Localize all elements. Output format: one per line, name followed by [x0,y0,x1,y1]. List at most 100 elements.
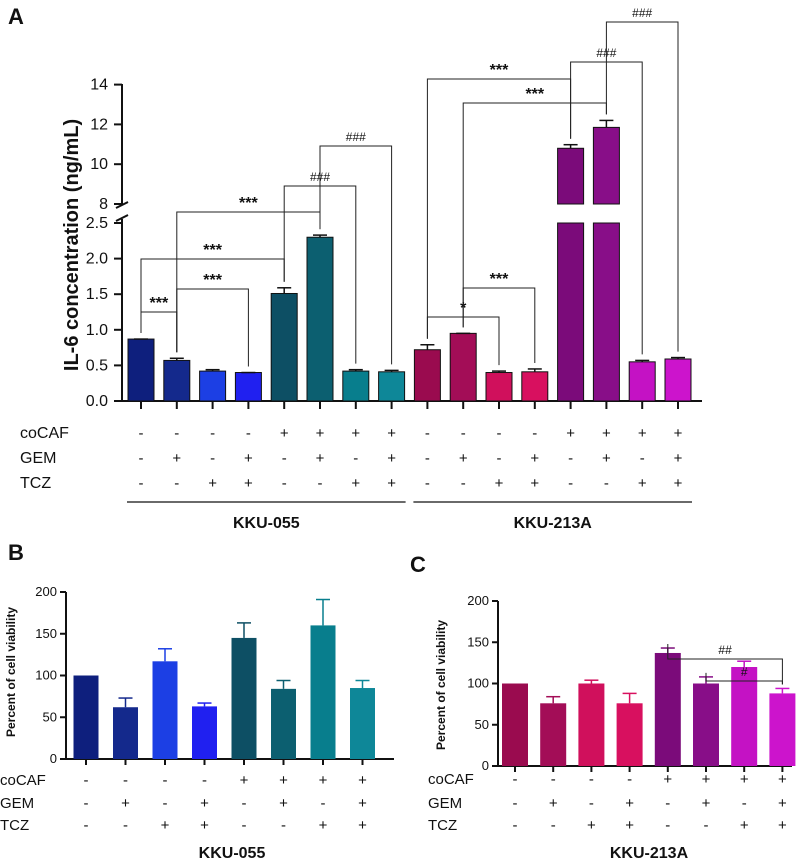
bar [310,625,336,759]
bar [231,637,257,759]
panel-a-letter: A [8,4,24,29]
condition-symbol: + [778,795,787,812]
panel-b-chart: 0 50 100 150 200 coCAF - - - - + + + + GEM - + - + - + - + TCZ -… [0,584,394,834]
condition-symbol: + [279,772,288,789]
condition-symbol: - [281,817,286,834]
condition-label: GEM [428,795,462,812]
condition-symbol: - [318,475,323,492]
significance-label: # [741,665,748,679]
bar [127,338,155,402]
condition-label: coCAF [0,772,46,789]
significance-bracket [605,21,679,352]
bar [378,371,406,402]
condition-label: TCZ [428,817,457,834]
condition-symbol: + [279,795,288,812]
condition-symbol: + [638,425,647,442]
bar [731,667,758,766]
significance-bracket [176,288,249,367]
condition-label: TCZ [0,817,29,834]
y-tick-label: 0.5 [86,357,108,374]
group-label: KKU-055 [233,515,300,532]
condition-symbol: + [602,450,611,467]
condition-label: coCAF [20,425,69,442]
bar [199,370,227,402]
panel-c-chart: 0 50 100 150 200 coCAF - - - - + + + + GEM - + - + - + - + TCZ -… [428,593,796,834]
condition-symbol: + [702,795,711,812]
condition-symbol: + [319,817,328,834]
y-tick-label: 50 [43,709,57,724]
condition-symbol: - [84,817,89,834]
condition-symbol: + [530,475,539,492]
condition-symbol: + [778,771,787,788]
significance-label: *** [239,195,258,212]
condition-symbol: - [640,450,645,467]
y-tick-label: 0 [50,751,57,766]
condition-symbol: - [139,450,144,467]
significance-label: *** [525,86,544,103]
bar [413,349,441,402]
condition-symbol: + [240,772,249,789]
group-label: KKU-213A [514,515,593,532]
condition-symbol: + [200,817,209,834]
bar [664,358,692,402]
condition-symbol: - [604,475,609,492]
condition-symbol: + [587,817,596,834]
condition-symbol: - [513,771,518,788]
bar [271,688,296,759]
condition-symbol: + [625,817,634,834]
significance-label: *** [203,272,222,289]
panel-c-title: KKU-213A [610,845,689,862]
bar [485,372,513,402]
condition-symbol: + [172,450,181,467]
panel-a-chart: 0.0 0.5 1.0 1.5 2.0 2.5 8 10 12 14 coCAF - - - - + + + + - -… [20,6,702,532]
panel-a-ylabel: IL-6 concentration (ng/mL) [61,119,83,371]
significance-bracket [705,672,783,685]
bar [350,688,375,759]
condition-symbol: + [351,475,360,492]
condition-symbol: + [244,475,253,492]
condition-symbol: + [674,450,683,467]
y-tick-label: 10 [90,156,108,173]
condition-symbol: + [495,475,504,492]
condition-symbol: - [627,771,632,788]
y-tick-label: 150 [35,626,57,641]
condition-symbol: + [674,425,683,442]
condition-symbol: - [589,795,594,812]
bar [342,370,370,402]
bar [557,147,585,205]
condition-symbol: + [702,771,711,788]
condition-symbol: - [282,450,287,467]
bar [502,683,528,766]
condition-symbol: - [551,771,556,788]
bar [73,675,99,759]
condition-symbol: - [174,425,179,442]
condition-symbol: - [497,425,502,442]
condition-symbol: + [316,450,325,467]
bar [592,126,620,205]
condition-symbol: - [665,795,670,812]
condition-symbol: - [210,450,215,467]
condition-symbol: - [461,425,466,442]
condition-label: GEM [20,450,56,467]
bar [234,372,262,402]
condition-symbol: + [358,795,367,812]
condition-symbol: - [742,795,747,812]
condition-symbol: + [530,450,539,467]
y-tick-label: 200 [467,593,489,608]
condition-symbol: - [665,817,670,834]
bar [628,361,656,402]
y-tick-label: 1.0 [86,322,108,339]
condition-symbol: + [208,475,217,492]
condition-symbol: - [123,817,128,834]
condition-symbol: - [532,425,537,442]
condition-symbol: + [625,795,634,812]
condition-symbol: - [163,795,168,812]
condition-symbol: - [242,795,247,812]
condition-symbol: + [638,475,647,492]
condition-symbol: + [280,425,289,442]
significance-label: ### [632,6,652,20]
bar [270,292,298,402]
condition-symbol: - [551,817,556,834]
condition-symbol: - [353,450,358,467]
